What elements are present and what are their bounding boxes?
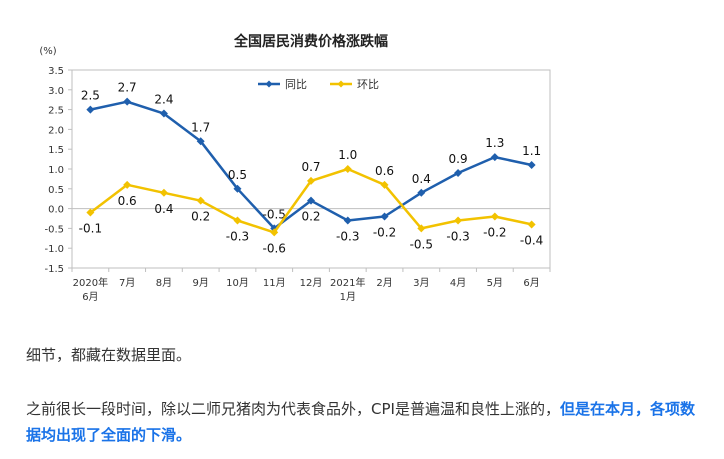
paragraph-1-text: 细节，都藏在数据里面。 [26,346,192,364]
data-point-2 [454,216,463,225]
data-label-1: 0.2 [301,210,320,224]
data-label-1: 0.9 [449,152,468,166]
legend-marker-1 [265,80,273,88]
data-point-1 [307,196,315,205]
data-label-2: -0.4 [520,233,543,247]
article-paragraph-1: 细节，都藏在数据里面。 [26,342,706,368]
cpi-chart: 全国居民消费价格涨跌幅 (%) 3.5 3.0 2.5 2.0 1.5 1.0 0.5 0.0 -0… [39,33,551,303]
data-point-1 [490,153,499,162]
chart-title: 全国居民消费价格涨跌幅 [233,33,388,50]
article-paragraph-2: 之前很长一段时间，除以二师兄猪肉为代表食品外，CPI是普遍温和良性上涨的，但是在… [26,396,706,448]
data-point-1 [454,168,463,177]
data-point-2 [527,220,536,229]
data-point-2 [123,180,132,189]
data-label-2: 0.6 [375,164,394,178]
data-point-1 [123,97,132,106]
x-tick-label: 2月 [376,277,392,289]
y-tick-label: -1.0 [44,244,64,255]
data-point-1 [527,161,536,170]
y-tick-label: 3.5 [48,66,64,77]
y-tick-label: 0.0 [48,205,64,216]
data-label-2: -0.5 [410,237,433,251]
x-tick-label: 2021年 [330,276,365,289]
data-label-1: 2.4 [154,93,173,107]
y-tick-label: 1.0 [48,165,64,176]
data-point-2 [490,212,499,221]
y-axis-unit: (%) [39,46,56,57]
y-tick-label: 2.5 [48,106,64,117]
data-label-2: 0.4 [154,202,173,216]
paragraph-2-text: 之前很长一段时间，除以二师兄猪肉为代表食品外，CPI是普遍温和良性上涨的， [26,400,560,418]
paragraph-2-highlight: 但是在本月，各项数据均出现了全面的下滑。 [26,400,695,444]
x-tick-label: 6月 [82,291,98,303]
data-label-2: -0.2 [483,226,506,240]
y-tick-label: 3.0 [48,86,64,97]
data-point-1 [380,212,389,221]
data-label-1: -0.3 [336,229,359,243]
data-point-1 [86,105,95,114]
data-label-2: 1.0 [338,148,357,162]
legend-marker-2 [337,80,345,88]
data-label-1: 1.7 [191,120,210,134]
x-tick-label: 10月 [226,277,249,289]
data-label-1: 1.1 [522,144,541,158]
data-point-2 [343,165,352,173]
data-point-2 [270,228,279,237]
data-label-1: 0.5 [228,168,247,182]
y-tick-label: 1.5 [48,145,64,156]
x-tick-label: 2020年 [73,276,108,289]
data-label-1: -0.2 [373,226,396,240]
data-point-1 [196,137,205,146]
data-label-1: 2.7 [118,81,137,95]
data-point-2 [196,196,205,205]
data-point-2 [417,224,426,233]
data-label-2: -0.3 [226,229,249,243]
data-label-1: 2.5 [81,89,100,103]
x-tick-label: 3月 [413,277,429,289]
data-label-1: -0.5 [263,207,286,221]
data-point-2 [380,180,389,189]
data-point-1 [417,188,426,197]
data-point-1 [343,216,352,225]
x-tick-label: 12月 [300,277,323,289]
y-tick-label: 2.0 [48,125,64,136]
x-tick-label: 1月 [340,291,356,303]
x-tick-label: 7月 [119,277,135,289]
x-tick-label: 5月 [487,277,503,289]
y-tick-label: -1.5 [44,264,64,275]
x-tick-label: 9月 [193,277,209,289]
legend-label-1: 同比 [285,78,307,91]
cpi-line-chart: 全国居民消费价格涨跌幅 (%) 3.5 3.0 2.5 2.0 1.5 1.0 0.5 0.0 -0… [39,33,551,303]
legend-label-2: 环比 [357,78,379,91]
data-point-2 [307,176,315,185]
data-label-2: 0.6 [118,194,137,208]
data-label-2: -0.3 [446,229,469,243]
x-tick-label: 11月 [263,277,286,289]
data-label-2: -0.1 [79,222,102,236]
data-label-1: 0.4 [412,172,431,186]
y-tick-label: -0.5 [44,224,64,235]
data-point-2 [86,208,95,217]
data-point-2 [159,188,168,197]
x-tick-label: 6月 [523,277,539,289]
data-label-2: -0.6 [263,241,286,255]
y-tick-label: 0.5 [48,185,64,196]
x-tick-label: 8月 [156,277,172,289]
data-point-1 [233,184,242,193]
data-label-1: 1.3 [485,136,504,150]
data-point-1 [159,109,168,118]
data-point-2 [233,216,242,225]
data-label-2: 0.2 [191,210,210,224]
data-label-2: 0.7 [301,160,320,174]
x-tick-label: 4月 [450,277,466,289]
